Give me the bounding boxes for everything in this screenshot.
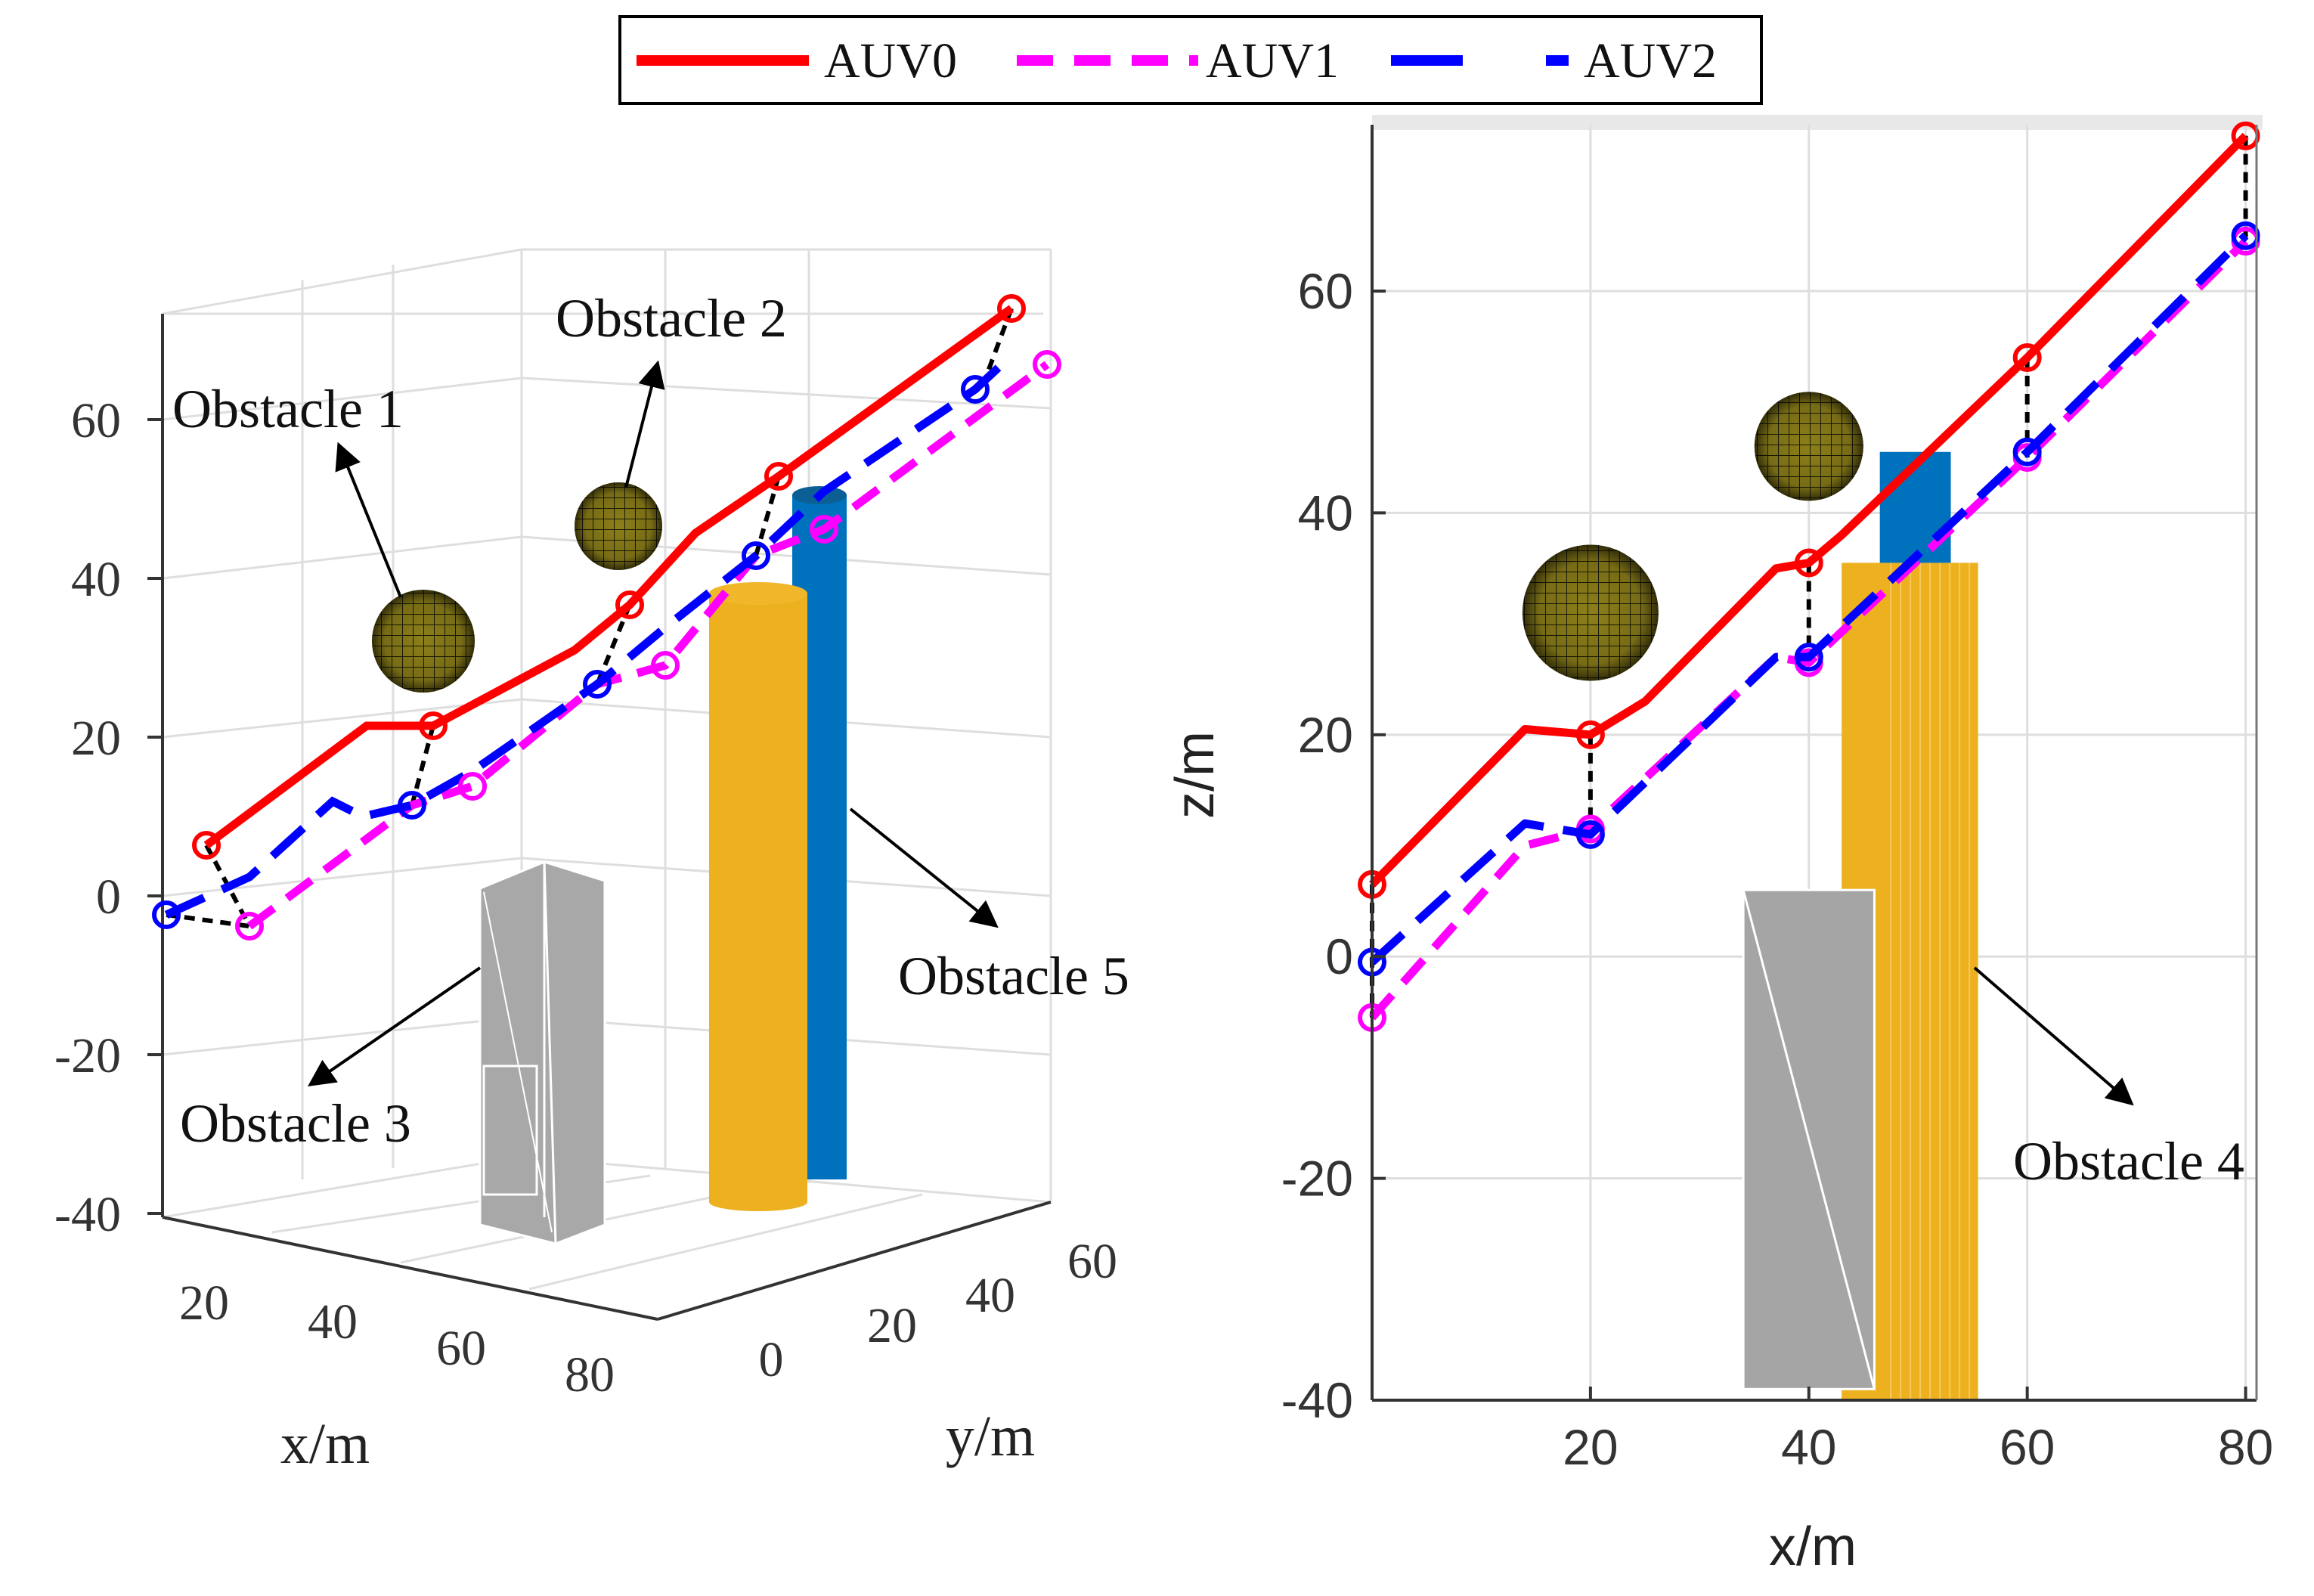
obstacle-3-edge-xz bbox=[1742, 889, 1876, 1390]
legend-label-auv0: AUV0 bbox=[824, 33, 957, 88]
marker-auv2 bbox=[1575, 820, 1605, 849]
y-ticks-3d: 0 20 40 60 bbox=[759, 1234, 1118, 1387]
legend-label-auv2: AUV2 bbox=[1584, 33, 1717, 88]
panel-xz-top-band bbox=[1372, 115, 2263, 130]
label-obstacle1: Obstacle 1 bbox=[172, 379, 404, 439]
markers-3d bbox=[152, 294, 1061, 941]
y-tick-label: 20 bbox=[867, 1298, 917, 1353]
y-tick-label: 0 bbox=[759, 1332, 784, 1387]
panel-3d: 60 40 20 0 -20 -40 20 40 60 80 0 20 40 6… bbox=[54, 248, 1129, 1476]
obstacle-1-sphere-xz bbox=[1522, 544, 1659, 681]
marker-auv2 bbox=[1794, 643, 1823, 672]
marker-auv0 bbox=[2231, 121, 2260, 150]
x-tick-label: 80 bbox=[2218, 1419, 2273, 1475]
obstacle-1-sphere-3d bbox=[372, 590, 475, 693]
y-axis-label-xz: z/m bbox=[1165, 731, 1225, 819]
x-axis-label-3d: x/m bbox=[280, 1412, 370, 1476]
y-tick-label: 60 bbox=[1298, 263, 1353, 319]
x-tick-label: 40 bbox=[1781, 1419, 1836, 1475]
y-axis-label-3d: y/m bbox=[946, 1405, 1035, 1468]
z-tick-label: 60 bbox=[71, 393, 121, 448]
marker-auv0 bbox=[1794, 548, 1823, 578]
sphere-shade bbox=[1522, 544, 1659, 681]
z-ticks-3d: 60 40 20 0 -20 -40 bbox=[54, 393, 163, 1242]
series-auv0-xz bbox=[1369, 132, 2249, 888]
y-tick-label: -20 bbox=[1281, 1151, 1353, 1207]
label-obstacle2: Obstacle 2 bbox=[556, 288, 787, 349]
y-tick-label: 0 bbox=[1325, 928, 1353, 984]
series-auv0-3d bbox=[203, 305, 1015, 849]
arrow-obstacle1 bbox=[335, 442, 402, 598]
y-tick-label: 40 bbox=[965, 1268, 1015, 1323]
obstacle-4-stripes-xz bbox=[1890, 562, 1971, 1400]
arrow-obstacle3 bbox=[308, 966, 482, 1087]
x-tick-label: 60 bbox=[436, 1321, 486, 1376]
obstacle-2-sphere-3d bbox=[575, 482, 662, 570]
obstacle-2-sphere-xz bbox=[1754, 392, 1863, 501]
marker-auv2 bbox=[2012, 437, 2042, 466]
sphere-shade bbox=[1754, 392, 1863, 501]
marker-auv0 bbox=[1575, 720, 1605, 749]
z-tick-label: 0 bbox=[96, 869, 121, 925]
x-axis-3d bbox=[162, 1216, 658, 1321]
legend-label-auv1: AUV1 bbox=[1206, 33, 1339, 88]
y-tick-label: -40 bbox=[1281, 1372, 1353, 1428]
x-tick-label: 60 bbox=[2000, 1419, 2055, 1475]
label-obstacle3: Obstacle 3 bbox=[180, 1093, 411, 1154]
z-tick-label: -40 bbox=[54, 1187, 121, 1242]
x-tick-label: 20 bbox=[1563, 1419, 1618, 1475]
x-tick-label: 40 bbox=[308, 1294, 358, 1350]
series-auv2-3d bbox=[164, 352, 1015, 919]
annotations-3d: Obstacle 1 Obstacle 2 Obstacle 3 Obstacl… bbox=[172, 288, 1129, 1154]
z-tick-label: 40 bbox=[71, 552, 121, 607]
annotations-xz: Obstacle 4 bbox=[1973, 966, 2244, 1192]
y-axis-3d bbox=[657, 1201, 1052, 1321]
marker-auv2 bbox=[2231, 221, 2260, 250]
legend: AUV0 AUV1 AUV2 bbox=[618, 15, 1763, 105]
series-auv2-xz bbox=[1369, 232, 2249, 965]
obstacle-3-box-3d bbox=[479, 860, 606, 1245]
label-obstacle4: Obstacle 4 bbox=[2013, 1131, 2244, 1192]
y-tick-label: 60 bbox=[1067, 1234, 1117, 1289]
x-tick-label: 20 bbox=[179, 1275, 229, 1331]
label-obstacle5: Obstacle 5 bbox=[898, 946, 1129, 1006]
axes-xz: 60 40 20 0 -20 -40 20 40 60 80 bbox=[1281, 125, 2273, 1475]
obstacles-xz bbox=[1522, 392, 1978, 1401]
y-tick-label: 20 bbox=[1298, 707, 1353, 763]
z-tick-label: -20 bbox=[54, 1028, 121, 1083]
x-tick-label: 80 bbox=[565, 1347, 615, 1402]
y-tick-label: 40 bbox=[1298, 485, 1353, 541]
arrow-obstacle2 bbox=[624, 360, 665, 488]
panel-xz: 60 40 20 0 -20 -40 20 40 60 80 x/m z/m Obstacle 4 bbox=[1165, 115, 2273, 1577]
x-axis-label-xz: x/m bbox=[1769, 1517, 1857, 1577]
z-tick-label: 20 bbox=[71, 711, 121, 766]
x-ticks-3d: 20 40 60 80 bbox=[179, 1275, 615, 1402]
obstacle-4-orange-cylinder-3d bbox=[709, 582, 807, 1211]
marker-auv0 bbox=[2012, 343, 2042, 373]
arrow-obstacle4 bbox=[1973, 966, 2134, 1106]
arrow-obstacle5 bbox=[849, 807, 999, 928]
